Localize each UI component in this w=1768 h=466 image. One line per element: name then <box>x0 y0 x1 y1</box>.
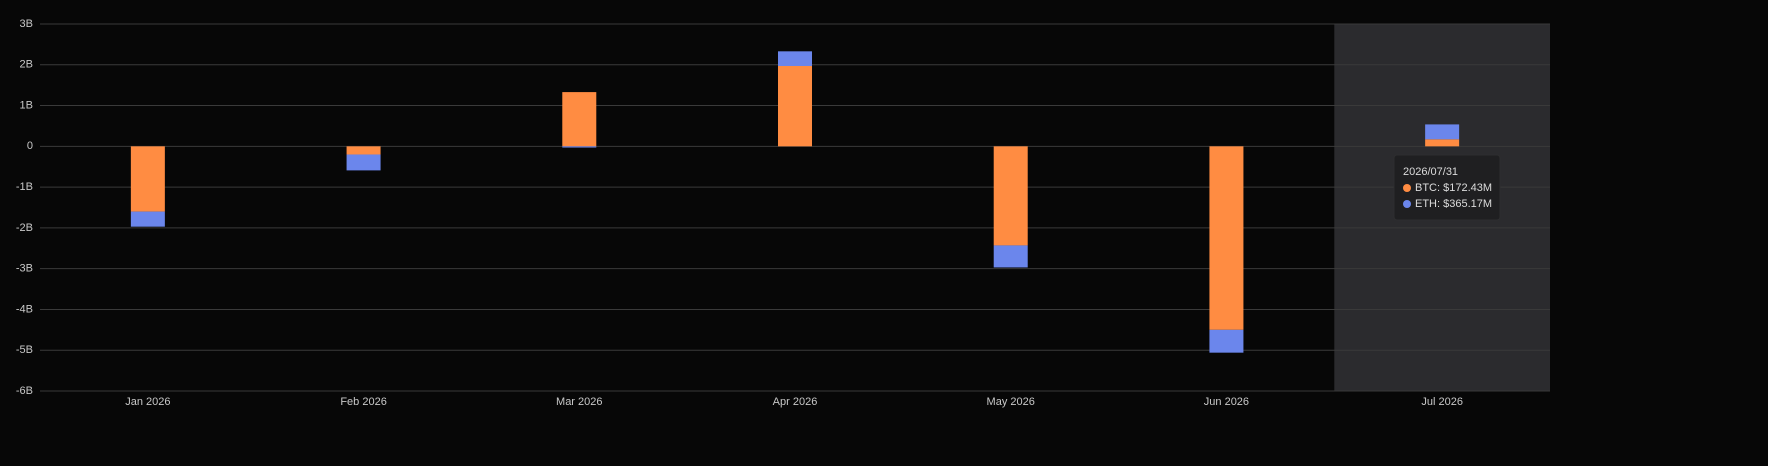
x-tick-label: May 2026 <box>987 396 1035 408</box>
bar-segment <box>1209 146 1244 330</box>
tooltip: 2026/07/31 BTC: $172.43M ETH: $365.17M <box>1393 154 1501 221</box>
tooltip-box <box>1393 154 1501 221</box>
bar-segment <box>130 146 165 212</box>
tooltip-dot <box>1403 200 1411 208</box>
x-tick-label: Feb 2026 <box>340 396 386 408</box>
bar-segment <box>778 66 812 147</box>
x-tick-label: Mar 2026 <box>556 396 602 408</box>
x-tick-label: Jul 2026 <box>1421 396 1463 408</box>
y-tick-label: 0 <box>27 140 33 152</box>
tooltip-title: 2026/07/31 <box>1403 166 1458 178</box>
bar-segment <box>562 92 597 147</box>
bar-segment <box>1425 124 1460 140</box>
y-tick-label: 1B <box>20 99 33 111</box>
bar-segment <box>130 211 165 227</box>
bar-segment <box>346 154 381 171</box>
bar-segment <box>562 146 597 148</box>
tooltip-item: ETH: $365.17M <box>1415 198 1492 210</box>
bar-segment <box>993 146 1028 246</box>
y-tick-label: -5B <box>16 344 33 356</box>
y-tick-label: 2B <box>20 59 33 71</box>
x-tick-label: Jan 2026 <box>125 396 170 408</box>
tooltip-item: BTC: $172.43M <box>1415 182 1492 194</box>
y-tick-label: -1B <box>16 181 33 193</box>
y-tick-label: -6B <box>16 385 33 397</box>
bar-segment <box>346 146 381 155</box>
x-tick-label: Jun 2026 <box>1204 396 1249 408</box>
y-tick-label: -3B <box>16 263 33 275</box>
y-tick-label: -2B <box>16 222 33 234</box>
y-tick-label: 3B <box>20 18 33 30</box>
bar-segment <box>1425 139 1460 147</box>
bar-segment <box>778 51 812 67</box>
x-tick-label: Apr 2026 <box>773 396 818 408</box>
tooltip-dot <box>1403 184 1411 192</box>
bar-segment <box>1209 329 1244 353</box>
y-tick-label: -4B <box>16 303 33 315</box>
bar-segment <box>993 245 1028 268</box>
